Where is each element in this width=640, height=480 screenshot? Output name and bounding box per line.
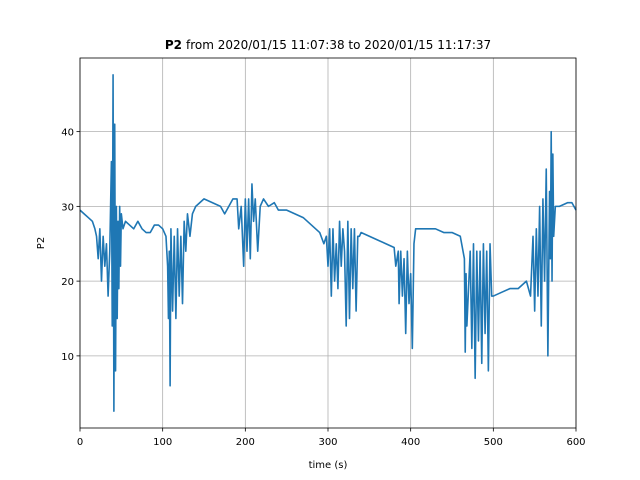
y-tick-label: 30: [61, 202, 74, 213]
x-tick-label: 400: [401, 437, 420, 448]
x-axis-label: time (s): [309, 460, 348, 471]
x-tick-label: 300: [318, 437, 337, 448]
y-tick-label: 20: [61, 277, 74, 288]
x-tick-label: 500: [484, 437, 503, 448]
y-tick-label: 40: [61, 128, 74, 139]
x-tick-label: 600: [566, 437, 585, 448]
chart-title: P2 from 2020/01/15 11:07:38 to 2020/01/15…: [165, 38, 491, 52]
title-bold: P2: [165, 38, 182, 52]
x-tick-label: 200: [236, 437, 255, 448]
plot-area: [79, 74, 577, 412]
y-tick-label: 10: [61, 352, 74, 363]
x-tick-label: 100: [153, 437, 172, 448]
ticks: 0 100 200 300 400 500 600 10 20 30 40: [61, 128, 585, 448]
data-line: [79, 74, 577, 412]
grid: [79, 58, 577, 428]
y-axis-label: P2: [36, 237, 47, 249]
x-tick-label: 0: [77, 437, 83, 448]
title-rest: from 2020/01/15 11:07:38 to 2020/01/15 1…: [186, 38, 491, 52]
